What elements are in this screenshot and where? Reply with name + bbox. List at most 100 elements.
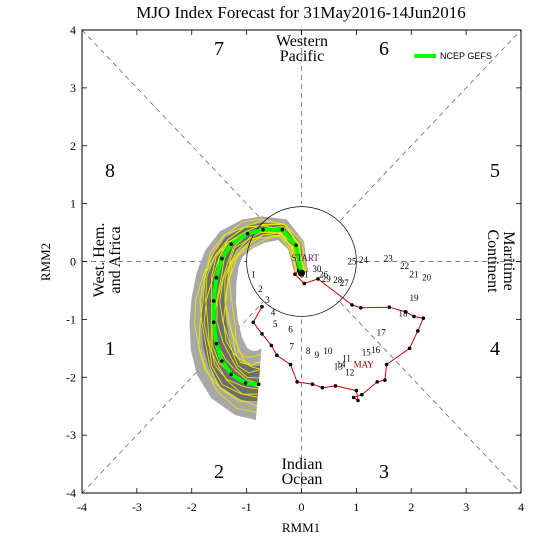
region-top-line2: Pacific [280, 48, 324, 65]
observed-day-point [320, 385, 325, 390]
divider-se [340, 302, 522, 494]
day-label: 3 [265, 295, 270, 305]
member-trace [219, 231, 299, 374]
x-tick-label: 0 [299, 500, 305, 514]
day-label: 13 [334, 362, 344, 372]
region-bottom-line1: Indian [282, 456, 323, 473]
region-right-line1: Maritime [500, 231, 517, 291]
member-trace [224, 231, 297, 366]
observed-day-point [387, 305, 392, 310]
observed-day-point [403, 310, 408, 314]
forecast-point [229, 242, 234, 246]
day-label: 15 [362, 347, 372, 357]
x-tick-label: 1 [353, 500, 359, 514]
forecast-point [280, 227, 285, 232]
region-labels: Western Pacific Indian Ocean West. Hem. … [91, 33, 517, 488]
observed-day-point [383, 378, 387, 382]
observed-day-point [356, 398, 360, 403]
observed-day-point [358, 306, 363, 310]
forecast-point [214, 341, 219, 346]
forecast-point [229, 372, 234, 377]
amplitude-circle [246, 206, 357, 317]
divider-ne [340, 29, 522, 221]
phase-label-3: 3 [379, 461, 389, 483]
day-label: 20 [422, 273, 432, 283]
observed-day-point [333, 384, 338, 388]
member-trace [210, 225, 303, 390]
day-label: 11 [342, 354, 351, 364]
observed-day-point [351, 395, 356, 400]
x-tick-label: 4 [518, 500, 524, 514]
y-tick-label: -2 [66, 370, 76, 384]
observed-day-point [302, 281, 307, 286]
forecast-point [294, 243, 298, 248]
observed-day-point [316, 277, 320, 281]
legend-label: NCEP GEFS [440, 51, 492, 61]
member-trace [198, 223, 307, 407]
observed-day-point [288, 362, 293, 367]
day-label: 8 [306, 346, 311, 356]
x-tick-label: 2 [408, 500, 414, 514]
phase-labels: 7 6 8 5 1 4 2 3 [105, 38, 500, 483]
day-label: 29 [322, 274, 332, 284]
day-label: 22 [400, 261, 409, 271]
day-label: 5 [273, 319, 278, 329]
observed-day-point [310, 382, 315, 386]
x-tick-label: 3 [463, 500, 469, 514]
day-label: 14 [337, 359, 347, 369]
observed-day-point [360, 392, 364, 397]
x-tick-label: -1 [242, 500, 252, 514]
phase-label-1: 1 [105, 338, 115, 360]
phase-label-2: 2 [214, 461, 224, 483]
x-tick-label: -4 [77, 500, 87, 514]
legend: NCEP GEFS [414, 51, 492, 61]
y-tick-label: 4 [70, 23, 76, 37]
region-bottom-line2: Ocean [282, 471, 323, 488]
phase-label-4: 4 [490, 338, 500, 360]
month-label: MAY [354, 359, 375, 369]
day-label: 30 [312, 264, 322, 274]
phase-label-5: 5 [490, 160, 500, 182]
observed-rmm-path [251, 268, 426, 403]
y-tick-label: 3 [70, 81, 76, 95]
day-label: 1 [251, 270, 256, 280]
region-left-line1: West. Hem. [91, 223, 108, 298]
y-tick-label: -3 [66, 428, 76, 442]
forecast-point [214, 275, 219, 280]
day-label: 16 [371, 345, 381, 355]
region-right-line2: Continent [484, 229, 501, 293]
spread-inner [201, 222, 305, 403]
observed-day-point [421, 316, 426, 321]
y-tick-label: -4 [66, 486, 76, 500]
observed-day-point [384, 362, 389, 367]
observed-day-point [260, 332, 264, 336]
forecast-point [211, 299, 216, 303]
forecast-point [220, 256, 224, 261]
day-label: 2 [258, 284, 263, 294]
day-label: 4 [271, 307, 276, 317]
x-tick-label: -2 [187, 500, 197, 514]
observed-day-point [293, 272, 297, 277]
start-label: START [292, 253, 320, 263]
y-tick-label: 2 [70, 139, 76, 153]
forecast-point [256, 382, 261, 386]
observed-line [252, 269, 425, 402]
forecast-start-point [298, 269, 305, 277]
y-tick-label: 1 [70, 197, 76, 211]
day-label: 31 [300, 270, 309, 280]
observed-day-point [354, 388, 359, 393]
chart-title: MJO Index Forecast for 31May2016-14Jun20… [136, 3, 466, 22]
forecast-point [245, 231, 250, 236]
day-label: 21 [409, 270, 418, 280]
observed-day-point [375, 380, 380, 384]
region-left-line2: and Africa [107, 226, 124, 293]
phase-label-7: 7 [214, 38, 224, 60]
observed-day-point [251, 320, 256, 325]
day-label: 9 [315, 350, 320, 360]
day-label: 17 [377, 328, 387, 338]
observed-day-point [295, 380, 299, 384]
forecast-point [243, 381, 248, 385]
